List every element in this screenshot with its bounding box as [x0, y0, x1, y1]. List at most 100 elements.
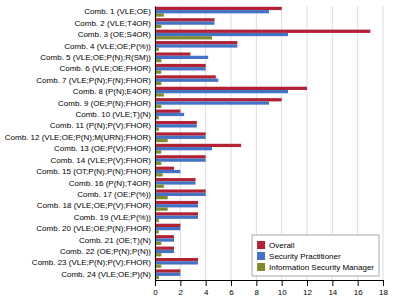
x-tick-mark — [332, 280, 333, 286]
y-tick-label: Comb. 23 (VLE;P(N);P(V);FHOR) — [32, 258, 151, 267]
legend: Overall Security Practitioner Information … — [252, 235, 379, 276]
legend-swatch — [257, 263, 265, 271]
x-tick: 12 — [303, 280, 312, 297]
y-tick-label: Comb. 16 (P(N);T4OR) — [69, 179, 152, 188]
y-tick: Comb. 21 (OE;T)(N) — [79, 236, 155, 245]
y-tick-label: Comb. 13 (OE;P(V);FHOR) — [54, 144, 151, 153]
y-tick-label: Comb. 7 (VLE;P(N);F(N);FHOR) — [36, 76, 151, 85]
y-tick: Comb. 12 (VLE;OE;P(N);M(URN);FHOR) — [5, 133, 155, 142]
y-tick: Comb. 2 (VLE;T4OR) — [75, 19, 155, 28]
y-tick: Comb. 16 (P(N);T4OR) — [69, 179, 155, 188]
bar — [155, 216, 198, 219]
bar — [155, 36, 212, 39]
y-tick-label: Comb. 3 (OE;S4OR) — [78, 30, 152, 39]
bar — [155, 52, 190, 55]
x-tick-mark — [383, 280, 384, 286]
bar — [155, 258, 198, 261]
bar — [155, 189, 206, 192]
bar — [155, 79, 218, 82]
y-tick: Comb. 22 (OE;P(N);P(N)) — [60, 247, 155, 256]
y-tick-label: Comb. 8 (P(N);E4OR) — [73, 87, 152, 96]
x-tick-label: 18 — [379, 288, 388, 297]
x-tick-label: 8 — [255, 288, 260, 297]
y-tick-label: Comb. 14 (VLE;P(V);FHOR) — [51, 156, 152, 165]
y-tick-label: Comb. 19 (VLE;P(%)) — [74, 213, 152, 222]
y-tick: Comb. 4 (VLE;OE;P(%)) — [64, 42, 155, 51]
bar — [155, 224, 180, 227]
y-tick: Comb. 13 (OE;P(V);FHOR) — [54, 144, 155, 153]
bar — [155, 75, 216, 78]
bar — [155, 139, 168, 142]
bar — [155, 273, 180, 276]
y-tick-label: Comb. 2 (VLE;T4OR) — [75, 19, 152, 28]
y-tick-label: Comb. 20 (VLE;OE;P(N);FHOR) — [36, 224, 151, 233]
x-tick-mark — [307, 280, 308, 286]
chart: 024681012141618Comb. 1 (VLE;OE)Comb. 2 (… — [0, 0, 395, 300]
bar — [155, 41, 237, 44]
bar — [155, 238, 174, 241]
bar — [155, 212, 198, 215]
y-tick: Comb. 24 (VLE;OE;P)(N) — [61, 270, 155, 279]
y-tick: Comb. 19 (VLE;P(%)) — [74, 213, 155, 222]
y-tick: Comb. 14 (VLE;P(V);FHOR) — [51, 156, 155, 165]
legend-label: Information Security Manager — [269, 263, 374, 272]
y-tick-label: Comb. 15 (OT;P(N);P(N);FHOR) — [36, 167, 151, 176]
legend-swatch — [257, 241, 265, 249]
bar — [155, 181, 196, 184]
y-tick-label: Comb. 6 (VLE;OE;FHOR) — [59, 64, 151, 73]
bar — [155, 201, 198, 204]
bar — [155, 247, 174, 250]
bar — [155, 207, 168, 210]
bar — [155, 67, 206, 70]
x-tick-mark — [180, 280, 181, 286]
bar — [155, 44, 237, 47]
bar — [155, 124, 197, 127]
y-tick-label: Comb. 4 (VLE;OE;P(%)) — [64, 42, 151, 51]
x-tick: 0 — [153, 280, 158, 297]
y-tick: Comb. 20 (VLE;OE;P(N);FHOR) — [36, 224, 155, 233]
x-tick: 2 — [179, 280, 184, 297]
bar — [155, 136, 206, 139]
bar — [155, 193, 206, 196]
y-tick-label: Comb. 10 (VLE;T)(N) — [75, 110, 151, 119]
bar — [155, 64, 206, 67]
grid — [155, 6, 383, 280]
bar-series — [155, 13, 212, 279]
legend-label: Security Practitioner — [269, 252, 341, 261]
bar — [155, 113, 184, 116]
bar — [155, 121, 197, 124]
bar — [155, 132, 206, 135]
bar — [155, 196, 168, 199]
plot: 024681012141618Comb. 1 (VLE;OE)Comb. 2 (… — [5, 6, 389, 297]
bar — [155, 87, 307, 90]
bar — [155, 185, 164, 188]
x-tick: 8 — [255, 280, 260, 297]
x-tick-mark — [282, 280, 283, 286]
bar — [155, 21, 215, 24]
x-tick-mark — [206, 280, 207, 286]
bar — [155, 93, 164, 96]
y-tick-label: Comb. 18 (VLE;OE;P(V);FHOR) — [37, 201, 152, 210]
bar — [155, 235, 174, 238]
bar — [155, 155, 206, 158]
x-axis: 024681012141618 — [153, 280, 388, 297]
x-tick-mark — [231, 280, 232, 286]
x-tick: 10 — [278, 280, 287, 297]
grid-line — [383, 6, 384, 280]
bar-series — [155, 7, 370, 273]
grid-line — [155, 6, 156, 280]
x-tick-mark — [256, 280, 257, 286]
bar — [155, 227, 180, 230]
x-tick: 4 — [204, 280, 209, 297]
legend-label: Overall — [269, 241, 295, 250]
x-tick: 18 — [379, 280, 388, 297]
bar — [155, 30, 370, 33]
y-tick-label: Comb. 17 (OE;P(%)) — [77, 190, 151, 199]
x-tick-label: 16 — [354, 288, 363, 297]
x-tick-label: 4 — [204, 288, 209, 297]
bar — [155, 56, 208, 59]
bar — [155, 144, 241, 147]
y-tick-label: Comb. 12 (VLE;OE;P(N);M(URN);FHOR) — [5, 133, 152, 142]
bar — [155, 167, 174, 170]
bar — [155, 261, 198, 264]
